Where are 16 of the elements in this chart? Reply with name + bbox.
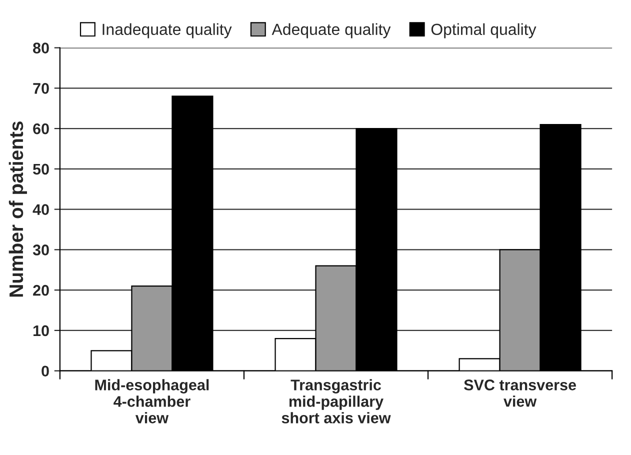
y-tick-label: 60 [33,123,49,134]
y-tick-label: 70 [33,83,49,94]
x-tick-label: SVC transverse view [464,380,576,407]
y-tick-label: 50 [33,164,49,175]
y-axis-title: Number of patients [8,122,27,297]
y-tick-label: 10 [34,325,49,336]
y-tick-label: 30 [32,244,49,256]
x-tick-label: Mid-esophageal 4-chamber view [95,379,209,424]
legend-label: Adequate quality [272,23,391,38]
y-tick-label: 80 [33,42,49,54]
legend-label: Optimal quality [431,23,536,38]
y-tick-label: 20 [33,284,49,296]
x-tick-label: Transgastric mid-papillary short axis view [282,379,391,424]
legend-label: Inadequate quality [102,23,232,38]
y-tick-label: 40 [32,204,49,215]
y-tick-label: 0 [42,366,49,377]
